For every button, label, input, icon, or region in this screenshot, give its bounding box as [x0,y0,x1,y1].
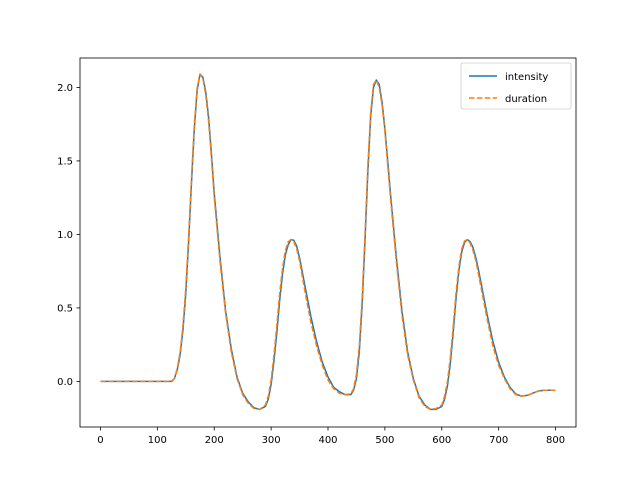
y-tick-label: 2.0 [57,83,73,94]
x-tick-label: 0 [97,435,103,446]
x-tick-label: 100 [148,435,167,446]
y-axis: 0.0 0.5 1.0 1.5 2.0 [57,83,80,388]
x-tick-label: 200 [205,435,224,446]
legend-label-duration: duration [505,94,547,105]
x-axis: 0 100 200 300 400 500 600 700 800 [97,427,565,446]
plot-lines [100,73,556,411]
series-line-duration [100,73,556,411]
x-tick-label: 500 [375,435,394,446]
x-tick-label: 700 [489,435,508,446]
y-tick-label: 0.5 [57,303,73,314]
legend: intensity duration [460,62,572,110]
y-tick-label: 1.5 [57,156,73,167]
y-tick-label: 1.0 [57,230,73,241]
x-tick-label: 300 [262,435,281,446]
legend-label-intensity: intensity [505,72,548,83]
y-tick-label: 0.0 [57,377,73,388]
x-tick-label: 600 [432,435,451,446]
x-tick-label: 800 [546,435,565,446]
x-tick-label: 400 [318,435,337,446]
